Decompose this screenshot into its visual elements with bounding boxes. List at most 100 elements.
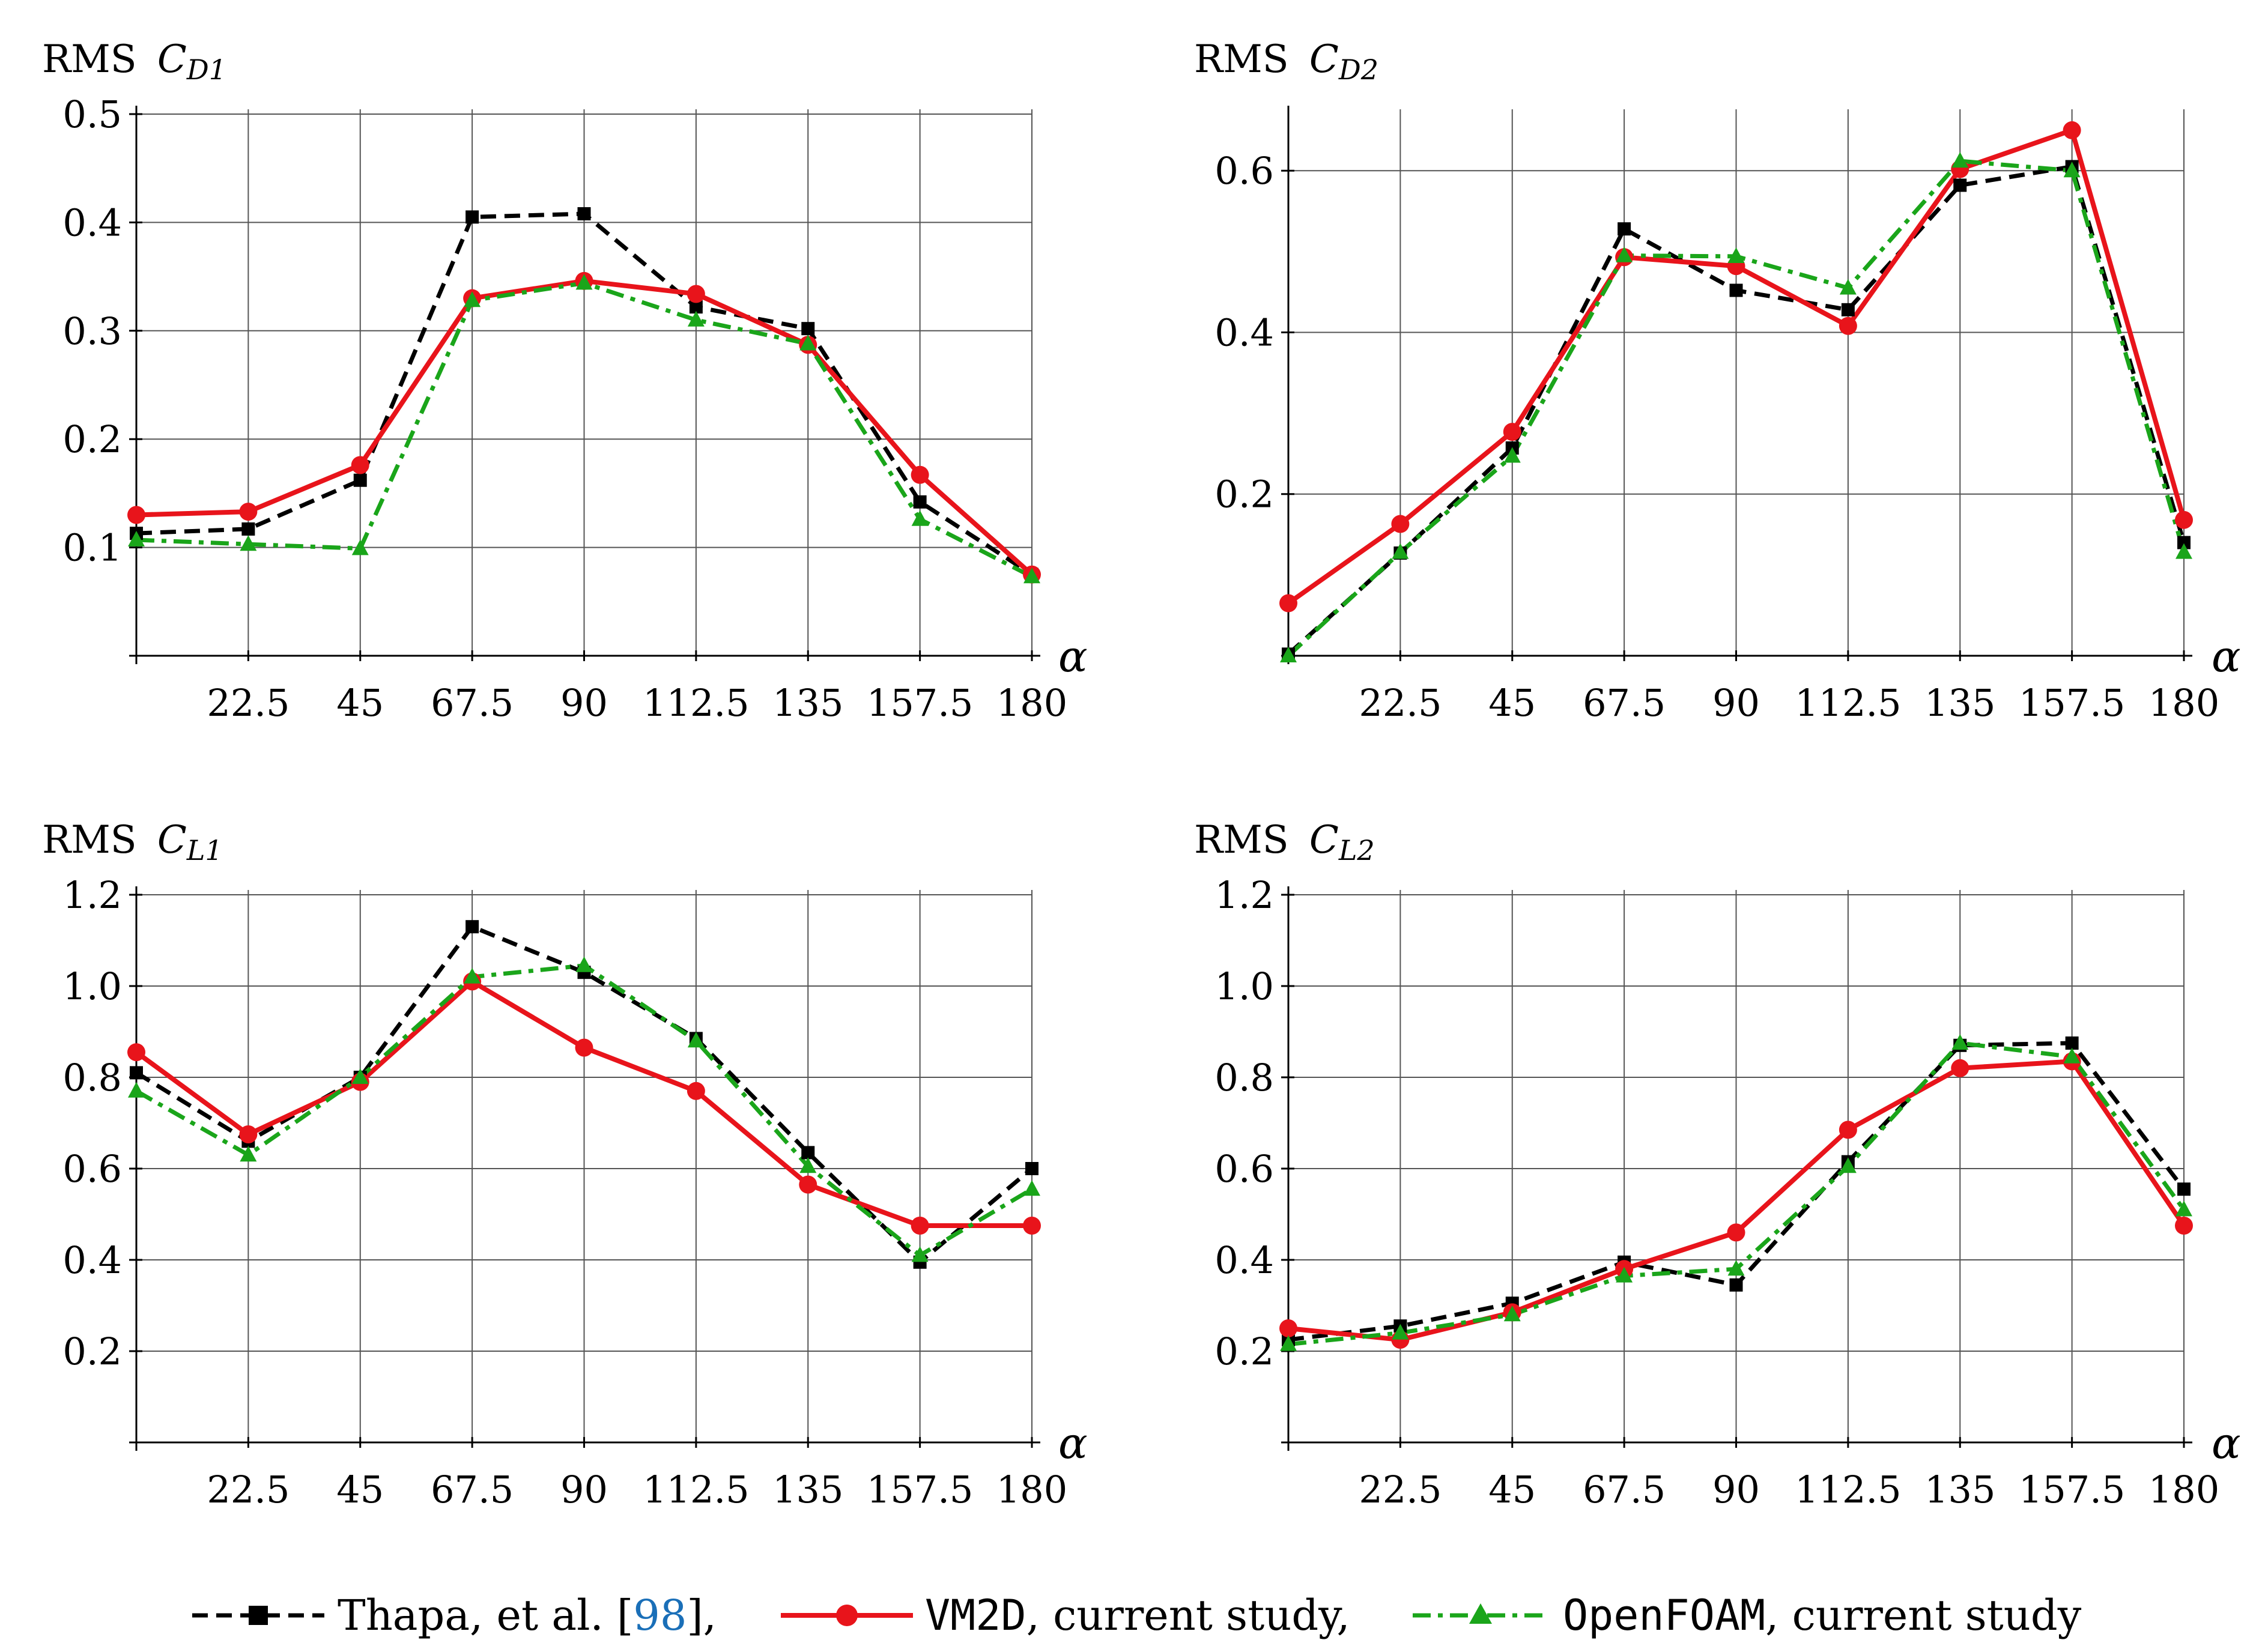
x-tick-label: 90 xyxy=(1712,1468,1760,1511)
grid xyxy=(1288,890,2185,1442)
legend-marker-vm2d xyxy=(836,1605,858,1626)
x-tick-label: 135 xyxy=(1924,1468,1995,1511)
y-tick-label: 0.4 xyxy=(62,201,122,244)
chart-title: RMS CL2 xyxy=(1194,818,1375,867)
y-tick-label: 1.0 xyxy=(62,964,122,1008)
data-point-thapa xyxy=(689,300,703,314)
data-point-thapa xyxy=(353,473,367,487)
legend-label-openfoam: OpenFOAM, current study xyxy=(1563,1591,2082,1640)
data-point-openfoam xyxy=(1951,152,1969,168)
data-point-openfoam xyxy=(687,1032,705,1048)
data-point-openfoam xyxy=(2176,1200,2192,1217)
series-group xyxy=(1279,1034,2193,1351)
y-tick-label: 0.2 xyxy=(1214,473,1274,516)
x-tick-label: 22.5 xyxy=(1359,681,1442,725)
data-point-thapa xyxy=(1729,1278,1743,1292)
data-point-thapa xyxy=(2177,536,2191,549)
y-tick-label: 0.6 xyxy=(1214,1147,1274,1191)
data-point-openfoam xyxy=(464,967,481,984)
data-point-openfoam xyxy=(1503,447,1521,463)
data-point-thapa xyxy=(1025,1162,1038,1175)
y-tick-label: 0.4 xyxy=(1214,310,1274,354)
data-point-openfoam xyxy=(1280,1335,1297,1351)
data-point-openfoam xyxy=(2063,1047,2081,1064)
x-tick-label: 112.5 xyxy=(643,1468,750,1511)
data-point-vm2d xyxy=(1279,594,1297,613)
data-point-openfoam xyxy=(1616,246,1633,262)
y-tick-label: 0.4 xyxy=(1214,1238,1274,1282)
data-point-vm2d xyxy=(2175,1217,2193,1235)
y-tick-label: 0.4 xyxy=(62,1238,122,1282)
x-tick-label: 22.5 xyxy=(207,681,290,725)
data-point-openfoam xyxy=(128,530,145,546)
data-point-vm2d xyxy=(1951,1059,1969,1077)
x-tick-label: 180 xyxy=(2148,681,2219,725)
data-point-thapa xyxy=(130,1066,143,1080)
x-tick-label: 45 xyxy=(1488,681,1536,725)
y-tick-label: 0.8 xyxy=(62,1056,122,1100)
data-point-vm2d xyxy=(1391,515,1410,533)
x-axis-label: α xyxy=(2212,1418,2241,1468)
x-axis-label: α xyxy=(2212,631,2241,682)
data-point-openfoam xyxy=(1023,1180,1040,1196)
y-tick-label: 0.3 xyxy=(62,309,122,353)
data-point-thapa xyxy=(241,522,255,536)
data-point-openfoam xyxy=(2063,162,2081,178)
x-tick-label: 45 xyxy=(336,681,384,725)
axes xyxy=(129,886,1040,1451)
x-tick-label: 112.5 xyxy=(1795,681,1902,725)
data-point-openfoam xyxy=(240,1146,257,1162)
y-tick-label: 1.2 xyxy=(62,873,122,917)
legend-item-thapa: Thapa, et al. [98], xyxy=(192,1591,717,1640)
legend-item-vm2d: VM2D, current study, xyxy=(781,1591,1350,1640)
data-point-thapa xyxy=(2177,1182,2191,1196)
chart-title: RMS CD2 xyxy=(1194,37,1378,86)
data-point-thapa xyxy=(1841,303,1855,316)
x-tick-label: 157.5 xyxy=(2019,1468,2126,1511)
axes xyxy=(1281,886,2192,1451)
tick-labels: 22.5 45 67.5 90 112.5 135 157.5 180 0.2 0.4 0.6 xyxy=(1214,149,2219,725)
data-point-thapa xyxy=(465,920,479,934)
data-point-vm2d xyxy=(1839,1121,1857,1139)
data-point-vm2d xyxy=(575,1038,593,1057)
x-tick-label: 90 xyxy=(1712,681,1760,725)
data-point-vm2d xyxy=(1727,1223,1745,1242)
data-point-openfoam xyxy=(1839,1157,1857,1173)
tick-labels: 22.5 45 67.5 90 112.5 135 157.5 180 0.2 0.4 0.6 0.8… xyxy=(1214,873,2219,1511)
x-tick-label: 180 xyxy=(996,681,1067,725)
grid xyxy=(1288,109,2185,656)
y-tick-label: 0.1 xyxy=(62,526,122,570)
x-tick-label: 67.5 xyxy=(431,1468,514,1511)
x-tick-label: 135 xyxy=(772,1468,843,1511)
x-tick-label: 90 xyxy=(560,681,608,725)
data-point-openfoam xyxy=(575,956,593,972)
chart-title: RMS CL1 xyxy=(42,818,223,867)
x-axis-label: α xyxy=(1058,1418,1088,1468)
data-point-vm2d xyxy=(127,1043,145,1062)
series-group xyxy=(1279,121,2193,662)
x-tick-label: 180 xyxy=(2148,1468,2219,1511)
data-point-vm2d xyxy=(911,465,929,484)
x-tick-label: 22.5 xyxy=(1359,1468,1442,1511)
series-group xyxy=(127,207,1041,584)
x-tick-label: 90 xyxy=(560,1468,608,1511)
x-tick-label: 67.5 xyxy=(431,681,514,725)
legend-marker-thapa xyxy=(249,1606,268,1625)
data-point-vm2d xyxy=(687,1082,705,1100)
data-point-openfoam xyxy=(1392,543,1409,559)
y-tick-label: 0.6 xyxy=(1214,149,1274,193)
data-point-thapa xyxy=(2065,1036,2079,1050)
data-point-thapa xyxy=(801,1146,815,1160)
data-point-openfoam xyxy=(1727,1260,1745,1276)
data-point-openfoam xyxy=(911,510,929,526)
x-tick-label: 67.5 xyxy=(1583,1468,1666,1511)
data-point-openfoam xyxy=(687,310,705,327)
axes xyxy=(129,106,1040,664)
chart-rms-cl2: 22.5 45 67.5 90 112.5 135 157.5 180 0.2 0.4 0.6 0.8… xyxy=(1194,818,2241,1511)
data-point-vm2d xyxy=(911,1217,929,1235)
data-point-vm2d xyxy=(2063,121,2081,139)
data-point-openfoam xyxy=(1616,1266,1633,1283)
data-point-vm2d xyxy=(2175,510,2193,529)
y-tick-label: 1.2 xyxy=(1214,873,1274,917)
x-tick-label: 135 xyxy=(1924,681,1995,725)
